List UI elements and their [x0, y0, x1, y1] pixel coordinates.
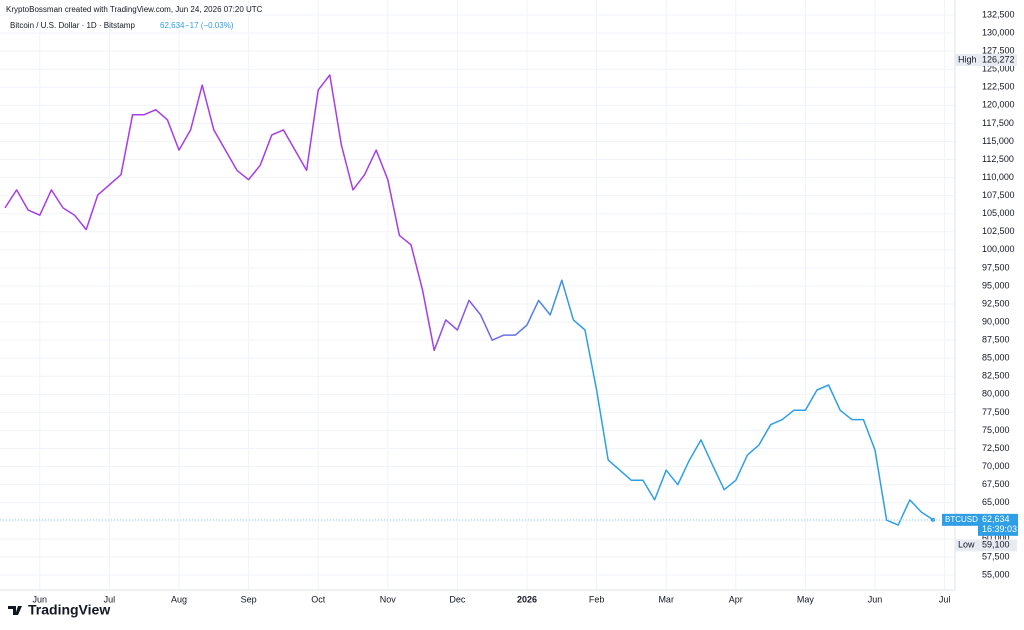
y-tick-label: 127,500 [982, 46, 1015, 56]
y-tick-label: 67,500 [982, 479, 1010, 489]
x-tick-label: Sep [241, 594, 257, 604]
x-tick-label: Apr [729, 594, 743, 604]
x-tick-label: 2026 [517, 594, 537, 604]
credit: KryptoBossman created with TradingView.c… [6, 5, 263, 14]
x-tick-label: Feb [589, 594, 605, 604]
y-tick-label: 112,500 [982, 154, 1014, 164]
y-tick-label: 115,000 [982, 136, 1014, 146]
y-tick-label: 87,500 [982, 335, 1010, 345]
y-tick-label: 125,000 [982, 64, 1015, 74]
y-tick-label: 105,000 [982, 208, 1015, 218]
y-tick-label: 102,500 [982, 226, 1015, 236]
symbol-tag-label: BTCUSD [945, 515, 978, 524]
x-tick-label: Mar [658, 594, 674, 604]
y-tick-label: 110,000 [982, 172, 1014, 182]
y-tick-label: 77,500 [982, 407, 1010, 417]
y-tick-label: 97,500 [982, 262, 1010, 272]
high-value: 126,272 [982, 54, 1015, 64]
x-tick-label: Jun [33, 594, 48, 604]
low-value: 59,100 [982, 540, 1010, 550]
x-tick-label: May [797, 594, 815, 604]
y-tick-label: 60,000 [982, 533, 1010, 543]
y-tick-label: 120,000 [982, 100, 1015, 110]
x-tick-label: Jul [939, 594, 951, 604]
x-tick-label: Jun [868, 594, 883, 604]
y-tick-label: 92,500 [982, 298, 1010, 308]
y-tick-label: 90,000 [982, 316, 1010, 326]
y-tick-label: 117,500 [982, 118, 1014, 128]
low-tag [955, 539, 1017, 552]
y-tick-label: 107,500 [982, 190, 1015, 200]
price: 62,634 [160, 21, 185, 30]
y-tick-label: 100,000 [982, 244, 1015, 254]
x-tick-label: Nov [380, 594, 397, 604]
price-line [4, 74, 934, 526]
low-label: Low [958, 540, 975, 550]
price-tag-label: 62,634 [982, 514, 1010, 524]
y-tick-label: 122,500 [982, 82, 1015, 92]
y-tick-label: 72,500 [982, 443, 1010, 453]
x-tick-label: Oct [311, 594, 326, 604]
high-label: High [958, 54, 977, 64]
y-tick-label: 57,500 [982, 551, 1010, 561]
y-tick-label: 82,500 [982, 371, 1010, 381]
x-tick-label: Aug [171, 594, 187, 604]
symbol: Bitcoin / U.S. Dollar · 1D · Bitstamp [10, 21, 135, 30]
y-tick-label: 130,000 [982, 27, 1015, 37]
symbol-tag [942, 513, 978, 526]
x-tick-label: Dec [449, 594, 466, 604]
y-tick-label: 65,000 [982, 497, 1010, 507]
y-tick-label: 55,000 [982, 569, 1010, 579]
x-tick-label: Jul [104, 594, 116, 604]
change: −17 (−0.03%) [185, 21, 234, 30]
y-tick-label: 95,000 [982, 280, 1010, 290]
y-tick-label: 75,000 [982, 425, 1010, 435]
brand-logo: TradingView [8, 602, 110, 618]
y-tick-label: 132,500 [982, 9, 1015, 19]
high-tag [955, 54, 1017, 67]
countdown: 16:39:03 [982, 524, 1017, 534]
y-tick-label: 70,000 [982, 461, 1010, 471]
price-tag [978, 513, 1018, 536]
brand: TradingView [28, 602, 110, 618]
y-tick-label: 85,000 [982, 353, 1010, 363]
y-tick-label: 80,000 [982, 389, 1010, 399]
